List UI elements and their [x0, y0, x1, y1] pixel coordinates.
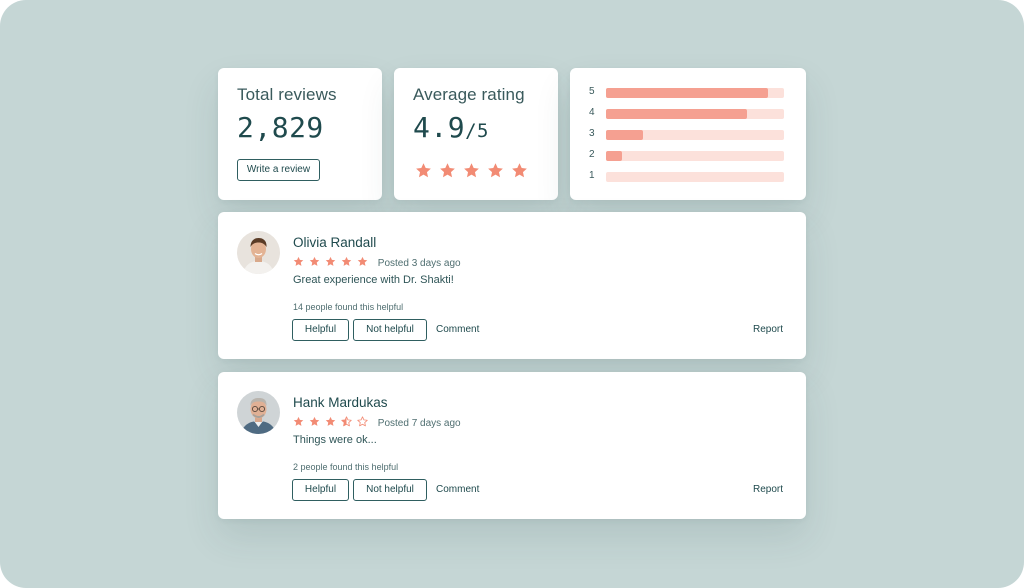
total-reviews-card: Total reviews 2,829 Write a review	[218, 68, 382, 200]
distribution-fill	[606, 88, 768, 98]
review-card: Olivia Randall Posted 3 days ago Great e…	[218, 212, 806, 359]
star-half-icon	[341, 416, 352, 427]
star-icon	[463, 162, 480, 179]
average-rating-scale: /5	[465, 120, 489, 142]
average-rating-value: 4.9/5	[413, 111, 489, 144]
report-link[interactable]: Report	[753, 324, 784, 335]
star-icon	[293, 256, 304, 267]
distribution-label: 1	[589, 170, 595, 181]
review-text: Great experience with Dr. Shakti!	[293, 274, 454, 286]
star-icon	[293, 416, 304, 427]
star-icon	[487, 162, 504, 179]
comment-link[interactable]: Comment	[436, 484, 480, 495]
distribution-row-4: 4	[589, 107, 785, 120]
total-reviews-count: 2,829	[237, 111, 324, 144]
distribution-row-3: 3	[589, 128, 785, 141]
not-helpful-button[interactable]: Not helpful	[353, 479, 427, 501]
distribution-track	[606, 130, 784, 140]
avatar	[237, 231, 280, 274]
distribution-track	[606, 109, 784, 119]
star-icon	[415, 162, 432, 179]
distribution-fill	[606, 130, 644, 140]
distribution-track	[606, 88, 784, 98]
review-meta: Posted 7 days ago	[293, 416, 461, 429]
total-reviews-title: Total reviews	[237, 85, 337, 104]
helpful-button[interactable]: Helpful	[292, 319, 349, 341]
star-icon	[325, 256, 336, 267]
distribution-track	[606, 172, 784, 182]
review-meta: Posted 3 days ago	[293, 256, 461, 269]
star-icon	[325, 416, 336, 427]
star-icon	[341, 256, 352, 267]
star-empty-icon	[357, 416, 368, 427]
avatar	[237, 391, 280, 434]
star-icon	[309, 416, 320, 427]
distribution-row-5: 5	[589, 86, 785, 99]
star-icon	[309, 256, 320, 267]
distribution-fill	[606, 109, 747, 119]
distribution-label: 5	[589, 86, 595, 97]
average-rating-card: Average rating 4.9/5	[394, 68, 558, 200]
reviewer-name: Olivia Randall	[293, 235, 377, 250]
not-helpful-button[interactable]: Not helpful	[353, 319, 427, 341]
review-text: Things were ok...	[293, 434, 377, 446]
star-icon	[511, 162, 528, 179]
distribution-track	[606, 151, 784, 161]
comment-link[interactable]: Comment	[436, 324, 480, 335]
reviewer-name: Hank Mardukas	[293, 395, 388, 410]
star-icon	[357, 256, 368, 267]
review-posted-time: Posted 3 days ago	[377, 258, 461, 269]
helpful-count: 14 people found this helpful	[293, 302, 404, 312]
average-rating-number: 4.9	[413, 111, 466, 144]
write-review-button[interactable]: Write a review	[237, 159, 320, 181]
average-rating-title: Average rating	[413, 85, 525, 104]
helpful-count: 2 people found this helpful	[293, 462, 399, 472]
helpful-button[interactable]: Helpful	[292, 479, 349, 501]
distribution-fill	[606, 151, 623, 161]
report-link[interactable]: Report	[753, 484, 784, 495]
distribution-label: 2	[589, 149, 595, 160]
distribution-row-2: 2	[589, 149, 785, 162]
star-icon	[439, 162, 456, 179]
review-card: Hank Mardukas Posted 7 days ago Things w…	[218, 372, 806, 519]
review-posted-time: Posted 7 days ago	[377, 418, 461, 429]
rating-distribution-card: 5 4 3 2 1	[570, 68, 806, 200]
distribution-label: 4	[589, 107, 595, 118]
distribution-label: 3	[589, 128, 595, 139]
distribution-row-1: 1	[589, 170, 785, 183]
